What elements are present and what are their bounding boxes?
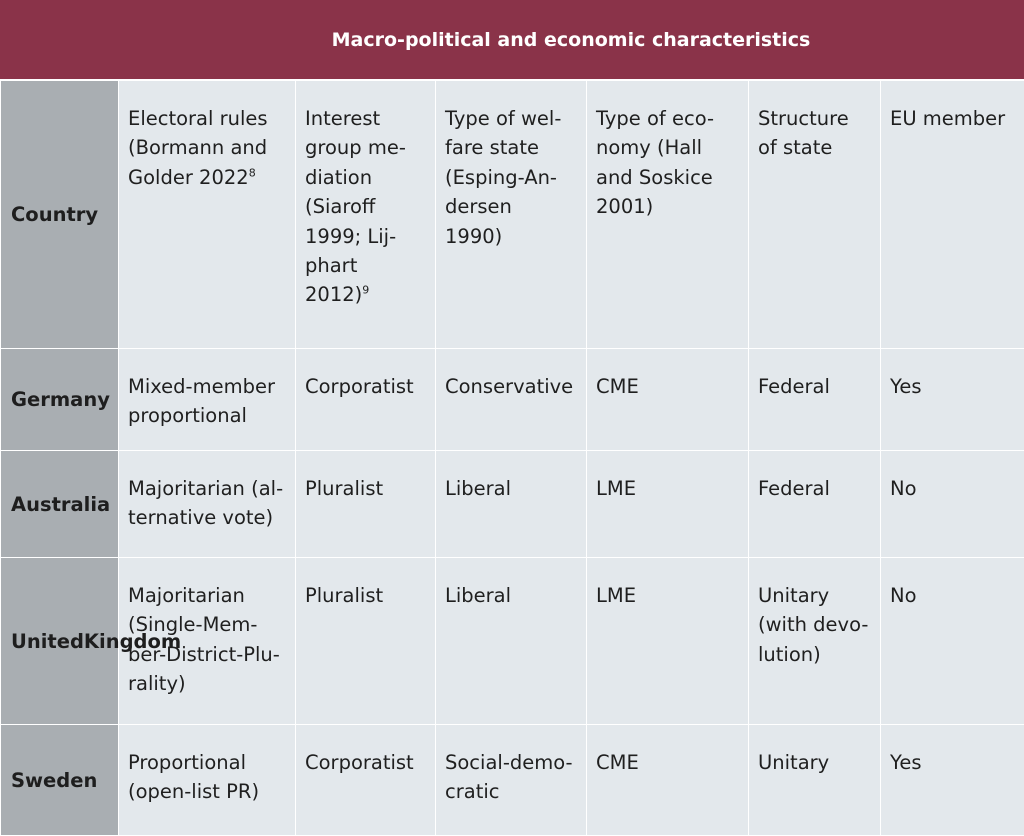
column-header-country: Country	[1, 81, 119, 349]
table-row: Sweden Proportional(open-list PR) Corpor…	[1, 725, 1024, 836]
cell-welfare: Liberal	[436, 558, 587, 725]
column-header-welfare: Type of wel- fare state (Esping-An- ders…	[436, 81, 587, 349]
cell-interest-group: Pluralist	[296, 558, 436, 725]
cell-interest-group: Pluralist	[296, 451, 436, 558]
row-header-country: Germany	[1, 349, 119, 451]
cell-interest-group: Corporatist	[296, 725, 436, 836]
row-header-country: Australia	[1, 451, 119, 558]
cell-welfare: Social-demo-cratic	[436, 725, 587, 836]
cell-economy: LME	[587, 558, 749, 725]
table-row: UnitedKingdom Majoritarian(Single-Mem-be…	[1, 558, 1024, 725]
cell-eu: No	[881, 558, 1024, 725]
cell-structure: Federal	[749, 451, 881, 558]
row-header-country: UnitedKingdom	[1, 558, 119, 725]
cell-electoral-rules: Majoritarian (al-ternative vote)	[119, 451, 296, 558]
column-header-economy: Type of eco- nomy (Hall and Soskice 2001…	[587, 81, 749, 349]
table-header-bar: Macro-political and economic characteris…	[0, 0, 1024, 80]
cell-welfare: Liberal	[436, 451, 587, 558]
cell-structure: Federal	[749, 349, 881, 451]
column-header-electoral-rules: Electoral rules (Bormann and Golder 2022…	[119, 81, 296, 349]
footnote-marker: 8	[249, 166, 256, 179]
row-header-country: Sweden	[1, 725, 119, 836]
table-title: Macro-political and economic characteris…	[118, 0, 1024, 80]
cell-interest-group: Corporatist	[296, 349, 436, 451]
characteristics-table: Country Electoral rules (Bormann and Gol…	[0, 80, 1024, 836]
table-row: Australia Majoritarian (al-ternative vot…	[1, 451, 1024, 558]
cell-eu: No	[881, 451, 1024, 558]
column-header-eu: EU member	[881, 81, 1024, 349]
cell-welfare: Conservative	[436, 349, 587, 451]
column-header-structure: Structure of state	[749, 81, 881, 349]
column-header-interest-group: Interest group me- diation (Siaroff 1999…	[296, 81, 436, 349]
cell-economy: CME	[587, 725, 749, 836]
cell-electoral-rules: Majoritarian(Single-Mem-ber-District-Plu…	[119, 558, 296, 725]
cell-eu: Yes	[881, 725, 1024, 836]
cell-structure: Unitary	[749, 725, 881, 836]
footnote-marker: 9	[362, 284, 369, 297]
cell-structure: Unitary(with devo-lution)	[749, 558, 881, 725]
cell-electoral-rules: Proportional(open-list PR)	[119, 725, 296, 836]
column-header-row: Country Electoral rules (Bormann and Gol…	[1, 81, 1024, 349]
cell-economy: LME	[587, 451, 749, 558]
cell-eu: Yes	[881, 349, 1024, 451]
cell-economy: CME	[587, 349, 749, 451]
